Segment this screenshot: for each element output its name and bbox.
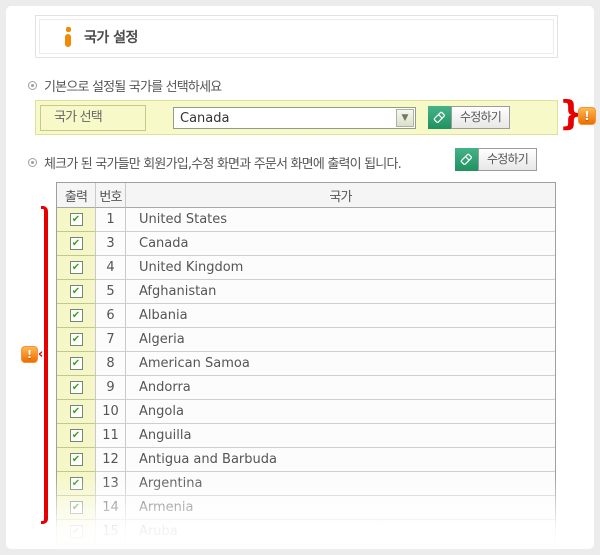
edit-button-label: 수정하기: [451, 106, 510, 129]
country-select-value: Canada: [180, 110, 230, 126]
default-country-instruction-line: 기본으로 설정될 국가를 선택하세요: [28, 76, 222, 95]
edit-eraser-icon: [428, 106, 451, 129]
country-number: 11: [96, 424, 126, 448]
warning-icon: !: [578, 107, 596, 125]
country-number: 9: [96, 376, 126, 400]
chevron-down-icon[interactable]: ▼: [396, 109, 414, 127]
country-number: 12: [96, 448, 126, 472]
country-name: American Samoa: [126, 352, 555, 376]
warning-icon: !: [21, 346, 38, 363]
country-checkbox[interactable]: ✔: [69, 213, 83, 226]
table-header-row: 출력 번호 국가: [57, 183, 555, 208]
country-checkbox[interactable]: ✔: [69, 405, 83, 418]
country-select-label: 국가 선택: [40, 105, 146, 131]
country-number: 7: [96, 328, 126, 352]
country-number: 8: [96, 352, 126, 376]
country-checkbox[interactable]: ✔: [69, 501, 83, 514]
country-checkbox[interactable]: ✔: [69, 333, 83, 346]
bullet-icon: [28, 81, 37, 90]
default-country-edit-button[interactable]: 수정하기: [428, 106, 510, 129]
bullet-icon: [28, 158, 37, 167]
country-checkbox[interactable]: ✔: [69, 309, 83, 322]
country-number: 1: [96, 208, 126, 232]
country-table-row: ✔ 6 Albania: [57, 304, 555, 328]
country-name: Aruba: [126, 520, 555, 544]
default-country-instruction: 기본으로 설정될 국가를 선택하세요: [44, 80, 222, 95]
annotation-red-bracket: [41, 206, 48, 524]
country-number: 10: [96, 400, 126, 424]
country-number: 5: [96, 280, 126, 304]
display-countries-instruction: 체크가 된 국가들만 회원가입,수정 화면과 주문서 화면에 출력이 됩니다.: [44, 157, 402, 172]
country-table: 출력 번호 국가 ✔ 1 United States ✔ 3 Canada ✔ …: [56, 182, 556, 545]
country-checkbox[interactable]: ✔: [69, 261, 83, 274]
country-checkbox[interactable]: ✔: [69, 285, 83, 298]
country-name: Albania: [126, 304, 555, 328]
country-name: Antigua and Barbuda: [126, 448, 555, 472]
country-number: 15: [96, 520, 126, 544]
country-name: Andorra: [126, 376, 555, 400]
content-card: 국가 설정 기본으로 설정될 국가를 선택하세요 국가 선택 Canada ▼: [6, 6, 594, 549]
default-country-form: 국가 선택 Canada ▼ 수정하기: [35, 100, 558, 135]
page-title-box: 국가 설정: [35, 15, 558, 58]
country-name: Armenia: [126, 496, 555, 520]
country-name: United States: [126, 208, 555, 232]
annotation-right-brace: }: [559, 94, 584, 134]
country-name: Argentina: [126, 472, 555, 496]
display-countries-edit-button[interactable]: 수정하기: [455, 148, 537, 171]
country-table-row: ✔ 9 Andorra: [57, 376, 555, 400]
country-checkbox[interactable]: ✔: [69, 381, 83, 394]
country-table-row: ✔ 10 Angola: [57, 400, 555, 424]
country-name: Algeria: [126, 328, 555, 352]
country-table-row: ✔ 1 United States: [57, 208, 555, 232]
country-number: 4: [96, 256, 126, 280]
country-name: Anguilla: [126, 424, 555, 448]
country-number: 3: [96, 232, 126, 256]
country-name: Afghanistan: [126, 280, 555, 304]
country-name: Angola: [126, 400, 555, 424]
country-table-row: ✔ 12 Antigua and Barbuda: [57, 448, 555, 472]
country-name: United Kingdom: [126, 256, 555, 280]
country-table-row: ✔ 7 Algeria: [57, 328, 555, 352]
edit-eraser-icon: [455, 148, 478, 171]
info-bar-icon: [65, 26, 71, 47]
column-header-number: 번호: [96, 183, 126, 208]
country-number: 14: [96, 496, 126, 520]
country-checkbox[interactable]: ✔: [69, 453, 83, 466]
country-table-row: ✔ 8 American Samoa: [57, 352, 555, 376]
country-number: 6: [96, 304, 126, 328]
country-table-row: ✔ 5 Afghanistan: [57, 280, 555, 304]
country-table-row: ✔ 3 Canada: [57, 232, 555, 256]
country-table-row: ✔ 14 Armenia: [57, 496, 555, 520]
country-table-body: ✔ 1 United States ✔ 3 Canada ✔ 4 United …: [57, 208, 555, 544]
country-table-row: ✔ 13 Argentina: [57, 472, 555, 496]
country-checkbox[interactable]: ✔: [69, 525, 83, 538]
country-table-row: ✔ 15 Aruba: [57, 520, 555, 544]
annotation-arrow-icon: ‹: [38, 347, 44, 362]
column-header-display: 출력: [57, 183, 96, 208]
country-select-dropdown[interactable]: Canada ▼: [173, 107, 416, 129]
column-header-country: 국가: [126, 183, 555, 208]
country-number: 13: [96, 472, 126, 496]
edit-button-label: 수정하기: [478, 148, 537, 171]
country-table-row: ✔ 4 United Kingdom: [57, 256, 555, 280]
country-checkbox[interactable]: ✔: [69, 429, 83, 442]
country-name: Canada: [126, 232, 555, 256]
country-checkbox[interactable]: ✔: [69, 357, 83, 370]
country-checkbox[interactable]: ✔: [69, 477, 83, 490]
country-checkbox[interactable]: ✔: [69, 237, 83, 250]
display-countries-instruction-line: 체크가 된 국가들만 회원가입,수정 화면과 주문서 화면에 출력이 됩니다.: [28, 153, 402, 172]
country-table-row: ✔ 11 Anguilla: [57, 424, 555, 448]
page-title: 국가 설정: [84, 29, 138, 46]
